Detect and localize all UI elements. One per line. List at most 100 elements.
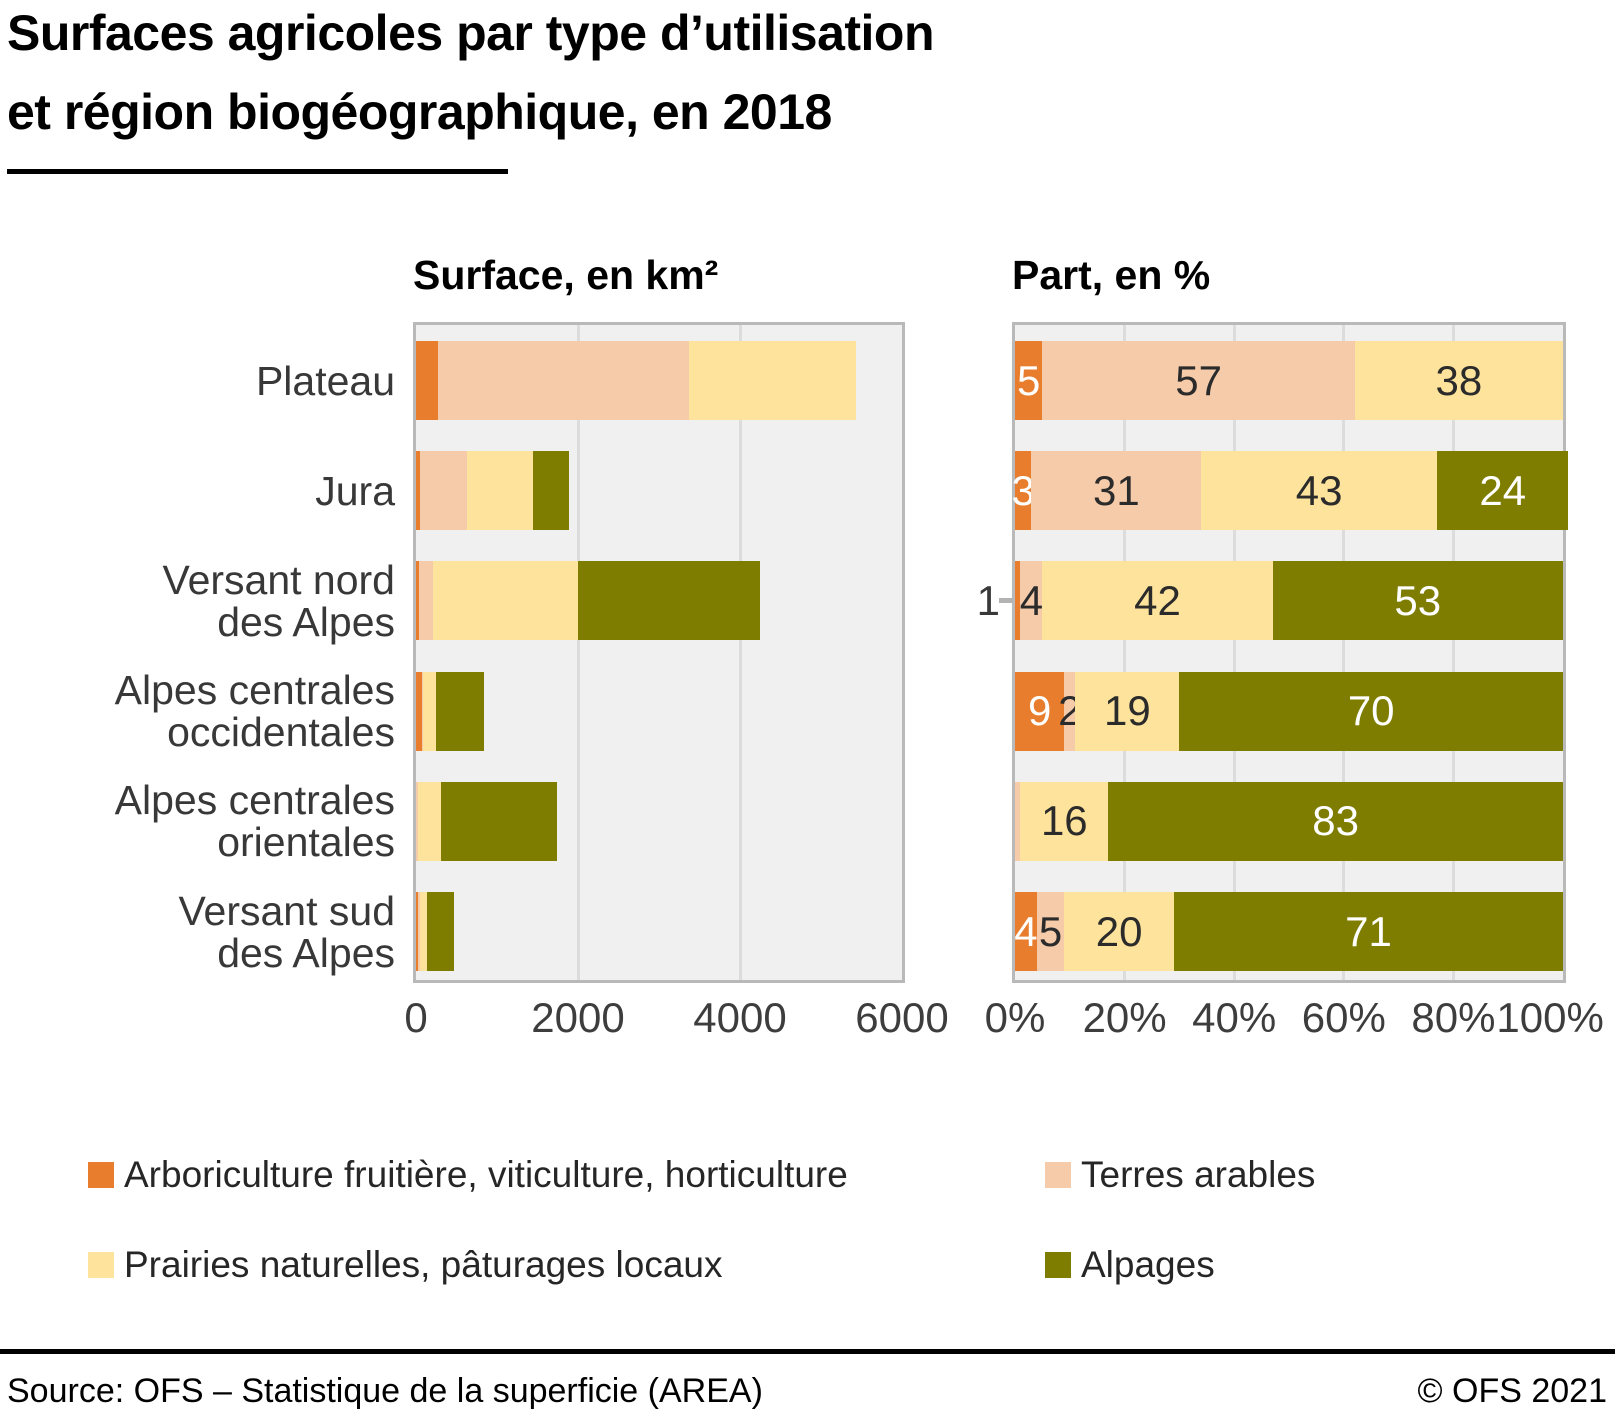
category-label-line: des Alpes bbox=[217, 929, 395, 976]
category-label-line: Versant nord bbox=[162, 556, 396, 603]
bar-value-label: 43 bbox=[1295, 466, 1343, 514]
bar-segment bbox=[578, 561, 761, 641]
gridline bbox=[576, 325, 580, 980]
axis-tick-label: 6000 bbox=[855, 994, 949, 1041]
bar-segment bbox=[416, 341, 438, 420]
footer-rule bbox=[0, 1349, 1615, 1354]
bar-segment bbox=[467, 451, 533, 531]
bar-value-label: 9 bbox=[1027, 687, 1052, 735]
category-label: Alpes centrales orientales bbox=[115, 779, 395, 863]
bar-segment bbox=[1436, 451, 1569, 531]
bar-segment bbox=[416, 561, 420, 641]
bar-segment bbox=[1075, 671, 1180, 751]
bar-segment bbox=[427, 892, 455, 971]
category-label: Versant sud des Alpes bbox=[178, 890, 395, 974]
legend-color-swatch bbox=[88, 1162, 114, 1188]
legend-color-swatch bbox=[1045, 1162, 1071, 1188]
bar-value-label: 4 bbox=[1019, 576, 1044, 624]
category-label-line: Plateau bbox=[255, 357, 395, 404]
bar-segment bbox=[440, 781, 558, 861]
bar-segment bbox=[1015, 451, 1032, 531]
category-label-line: Jura bbox=[315, 467, 395, 514]
bar-segment bbox=[1179, 671, 1563, 751]
bar-segment bbox=[1036, 892, 1065, 971]
bar-segment bbox=[1020, 561, 1043, 641]
axis-tick-label: 0 bbox=[404, 994, 428, 1041]
bar-segment bbox=[1042, 561, 1273, 641]
bar-value-label: 53 bbox=[1394, 576, 1442, 624]
bar-segment bbox=[416, 892, 418, 971]
category-label-line: occidentales bbox=[167, 709, 395, 756]
title-rule bbox=[7, 169, 508, 174]
part-percent-plot: 5 57 38 3 31 43 24 4 42 53 9 2 19 70 16 83 4 5 20 71 bbox=[1011, 322, 1569, 983]
axis-tick-label: 0% bbox=[984, 994, 1046, 1041]
legend-item-label: Terres arables bbox=[1081, 1154, 1316, 1195]
legend-color-swatch bbox=[1045, 1252, 1071, 1278]
legend-item: Terres arables bbox=[1045, 1154, 1315, 1196]
bar-segment bbox=[416, 451, 421, 531]
bar-value-label: 24 bbox=[1479, 466, 1527, 514]
legend-item-label: Alpages bbox=[1081, 1244, 1215, 1285]
bar-value-label: 57 bbox=[1175, 356, 1222, 404]
axis-tick-label: 40% bbox=[1192, 994, 1277, 1041]
category-label-line: orientales bbox=[217, 819, 395, 866]
legend-item-label: Arboriculture fruitière, viticulture, ho… bbox=[124, 1154, 848, 1195]
bar-value-label: 31 bbox=[1093, 466, 1140, 514]
bar-segment bbox=[1108, 781, 1563, 861]
bar-segment bbox=[1201, 451, 1437, 531]
gridline bbox=[1232, 325, 1236, 980]
bar-value-label: 20 bbox=[1095, 907, 1143, 955]
bar-value-label: 70 bbox=[1347, 687, 1395, 735]
bar-segment bbox=[1272, 561, 1563, 641]
legend-color-swatch bbox=[88, 1252, 114, 1278]
bar-segment bbox=[416, 781, 418, 861]
bar-segment bbox=[419, 892, 428, 971]
bar-segment bbox=[433, 561, 578, 641]
right-panel-header: Part, en % bbox=[1012, 252, 1211, 298]
source-text: Source: OFS – Statistique de la superfic… bbox=[7, 1372, 763, 1410]
gridline bbox=[1451, 325, 1455, 980]
bar-segment bbox=[1020, 781, 1109, 861]
bar-value-label: 16 bbox=[1040, 797, 1088, 845]
bar-segment bbox=[423, 671, 437, 751]
axis-tick-label: 2000 bbox=[531, 994, 625, 1041]
bar-segment bbox=[1042, 341, 1355, 420]
bar-value-label: 5 bbox=[1017, 356, 1041, 404]
category-label-line: Alpes centrales bbox=[114, 777, 395, 824]
bar-segment bbox=[1015, 781, 1021, 861]
chart-title-line2: et région biogéographique, en 2018 bbox=[7, 84, 832, 140]
bar-value-label: 3 bbox=[1011, 466, 1035, 514]
bar-segment bbox=[420, 451, 468, 531]
legend-item: Arboriculture fruitière, viticulture, ho… bbox=[88, 1154, 848, 1196]
axis-tick-label: 4000 bbox=[693, 994, 787, 1041]
bar-value-label: 5 bbox=[1038, 907, 1063, 955]
category-label-line: des Alpes bbox=[217, 598, 395, 645]
bar-value-label: 19 bbox=[1103, 687, 1151, 735]
callout-leader-line bbox=[999, 598, 1013, 604]
chart-title-line1: Surfaces agricoles par type d’utilisatio… bbox=[7, 5, 935, 61]
bar-value-label: 38 bbox=[1435, 356, 1483, 404]
surface-km2-plot bbox=[413, 322, 905, 983]
copyright-text: © OFS 2021 bbox=[1417, 1372, 1607, 1410]
category-label-line: Versant sud bbox=[178, 887, 395, 934]
bar-segment bbox=[416, 671, 423, 751]
left-panel-header: Surface, en km² bbox=[413, 252, 719, 298]
category-label: Versant nord des Alpes bbox=[163, 559, 396, 643]
bar-value-label: 83 bbox=[1312, 797, 1359, 845]
bar-segment bbox=[1064, 892, 1174, 971]
bar-value-label: 4 bbox=[1014, 907, 1038, 955]
category-label: Jura bbox=[315, 470, 395, 512]
bar-segment bbox=[1015, 561, 1021, 641]
axis-tick-label: 60% bbox=[1301, 994, 1386, 1041]
bar-value-label: 71 bbox=[1345, 907, 1392, 955]
category-label: Alpes centrales occidentales bbox=[115, 669, 395, 753]
bar-segment bbox=[1015, 341, 1043, 420]
bar-segment bbox=[688, 341, 856, 420]
bar-segment bbox=[532, 451, 570, 531]
bar-segment bbox=[1015, 892, 1037, 971]
bar-segment bbox=[1031, 451, 1202, 531]
bar-value-label: 42 bbox=[1134, 576, 1181, 624]
bar-segment bbox=[1064, 671, 1076, 751]
bar-segment bbox=[436, 671, 485, 751]
